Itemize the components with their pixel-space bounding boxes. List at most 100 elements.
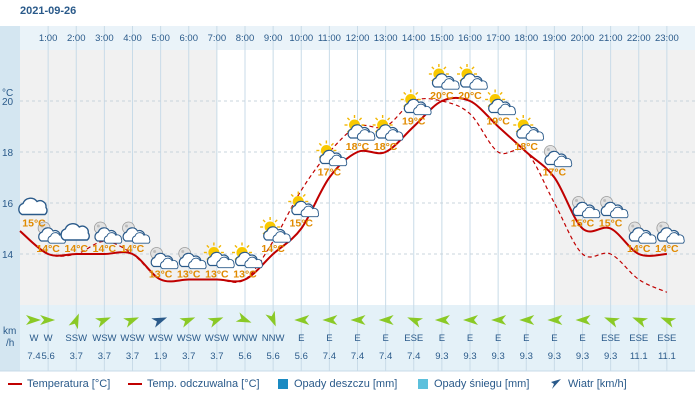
partly-cloudy-night-icon (543, 145, 573, 168)
temperature-label: 18°C (515, 141, 539, 153)
wind-direction-label: E (579, 333, 585, 344)
cloud-icon (18, 197, 48, 216)
partly-sunny-icon (485, 89, 516, 116)
temperature-label: 13°C (205, 269, 229, 281)
legend-feels-like: Temp. odczuwalna [°C] (128, 376, 260, 392)
temperature-label: 19°C (486, 116, 510, 128)
wind-speed-label: 3.7 (126, 351, 139, 362)
wind-arrow-icon (604, 317, 620, 328)
wind-arrow-icon (434, 315, 450, 325)
partly-cloudy-night-icon (122, 221, 151, 244)
wind-speed-label: 11.1 (658, 351, 676, 362)
temperature-label: 13°C (233, 269, 257, 281)
partly-cloudy-night-icon (572, 196, 601, 219)
wind-direction-label: SSW (65, 333, 87, 344)
cloud-icon (60, 223, 90, 241)
wind-direction-label: W (44, 333, 53, 344)
feels-like-line (19, 98, 668, 293)
wind-speed-label: 9.3 (548, 351, 561, 362)
legend-snow-label: Opady śniegu [mm] (434, 378, 530, 390)
hour-label: 20:00 (571, 33, 595, 44)
partly-sunny-icon (203, 242, 235, 269)
legend-temperature-swatch (8, 383, 22, 385)
wind-speed-label: 5.6 (267, 351, 280, 362)
wind-direction-label: W (30, 333, 39, 344)
wind-direction-label: E (495, 333, 501, 344)
wind-speed-label: 1.9 (154, 351, 167, 362)
wind-direction-label: E (326, 333, 332, 344)
wind-arrow-icon (491, 315, 507, 325)
hour-label: 22:00 (627, 33, 651, 44)
wind-speed-label: 3.7 (70, 351, 83, 362)
legend-feels-like-label: Temp. odczuwalna [°C] (147, 378, 260, 390)
wind-arrow-icon (207, 317, 224, 328)
wind-arrow-icon (123, 317, 139, 328)
temperature-label: 14°C (655, 243, 679, 255)
hour-label: 4:00 (123, 33, 142, 44)
legend-rain-label: Opady deszczu [mm] (294, 378, 398, 390)
temperature-label: 15°C (599, 218, 623, 230)
partly-sunny-icon (232, 242, 263, 269)
wind-speed-label: 3.7 (182, 351, 195, 362)
y-axis-band (0, 26, 20, 371)
temperature-label: 14°C (261, 243, 285, 255)
partly-sunny-icon (457, 64, 488, 90)
hour-label: 7:00 (208, 33, 227, 44)
hour-label: 10:00 (289, 33, 313, 44)
wind-arrow-icon (519, 315, 535, 325)
wind-arrow-icon (235, 312, 252, 323)
partly-cloudy-night-icon (93, 221, 123, 244)
wind-arrow-icon (350, 315, 366, 325)
wind-speed-label: 9.3 (576, 351, 589, 362)
wind-direction-label: WNW (233, 333, 258, 344)
forecast-date: 2021-09-26 (20, 5, 77, 17)
partly-cloudy-night-icon (600, 196, 629, 219)
partly-cloudy-night-icon (656, 221, 685, 244)
wind-direction-label: ESE (601, 333, 620, 344)
hour-label: 9:00 (264, 33, 283, 44)
partly-cloudy-night-icon (178, 247, 207, 270)
hour-label: 14:00 (402, 33, 426, 44)
temperature-label: 13°C (149, 269, 173, 281)
night-shade-evening (554, 50, 695, 305)
wind-speed-label: 9.3 (604, 351, 617, 362)
weather-chart: 1:00 2:00 3:00 4:00 5:00 6:00 7:00 8:00 9:00 10:0… (0, 26, 695, 372)
legend-rain-swatch (278, 379, 288, 389)
wind-unit-label: /h (6, 338, 14, 349)
wind-direction-label: E (439, 333, 445, 344)
y-tick-label: 14 (2, 250, 14, 261)
wind-direction-label: WSW (92, 333, 116, 344)
wind-speed-label: 9.3 (492, 351, 505, 362)
wind-direction-label: E (551, 333, 557, 344)
wind-direction-label: WSW (120, 333, 144, 344)
wind-arrow-icon (265, 310, 276, 327)
legend-snow: Opady śniegu [mm] (418, 376, 529, 392)
y-tick-label: 20 (2, 97, 14, 108)
wind-arrow-icon (151, 317, 168, 328)
wind-speed-label: 7.4 (351, 351, 364, 362)
partly-sunny-icon (400, 89, 432, 116)
wind-speed-label: 5.6 (295, 351, 308, 362)
wind-speed-label: 7.4 (407, 351, 420, 362)
hour-header-band (0, 26, 695, 50)
wind-arrow-icon (322, 315, 338, 325)
wind-arrow-icon (68, 313, 79, 330)
wind-arrow-icon (660, 317, 677, 328)
wind-direction-label: E (467, 333, 473, 344)
partly-sunny-icon (372, 115, 404, 141)
wind-direction-label: E (382, 333, 388, 344)
partly-cloudy-night-icon (628, 221, 657, 244)
wind-arrow-icon (378, 315, 394, 325)
wind-speed-label: 11.1 (630, 351, 648, 362)
temperature-label: 15°C (290, 218, 314, 230)
wind-arrow-icon (26, 315, 41, 325)
temperature-label: 17°C (318, 167, 342, 179)
temperature-label: 14°C (121, 243, 145, 255)
hour-label: 19:00 (542, 33, 566, 44)
legend-snow-swatch (418, 379, 428, 389)
wind-direction-label: ESE (404, 333, 423, 344)
temperature-label: 19°C (402, 116, 426, 128)
wind-unit-label: km (3, 326, 16, 337)
wind-arrow-icon (632, 317, 649, 328)
temperature-label: 17°C (543, 167, 567, 179)
